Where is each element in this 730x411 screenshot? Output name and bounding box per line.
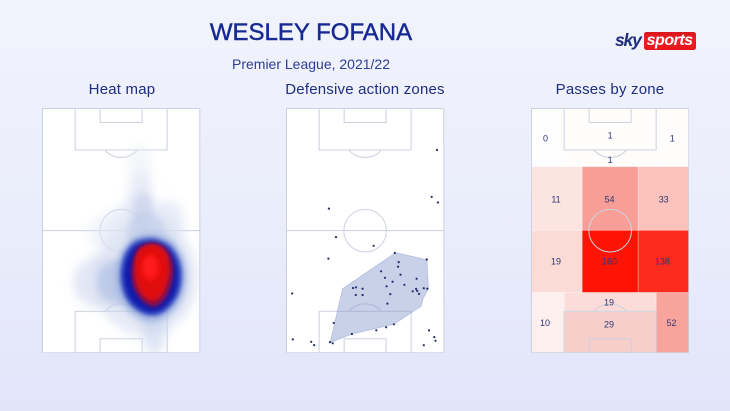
svg-text:1: 1 [669, 133, 674, 143]
svg-text:19: 19 [551, 256, 561, 266]
svg-text:54: 54 [604, 194, 614, 204]
svg-text:11: 11 [551, 194, 560, 204]
svg-text:29: 29 [604, 319, 614, 329]
svg-text:1: 1 [607, 130, 612, 140]
svg-text:33: 33 [658, 194, 668, 204]
svg-text:10: 10 [540, 318, 550, 328]
svg-text:1: 1 [607, 154, 612, 164]
svg-text:0: 0 [543, 133, 548, 143]
svg-text:52: 52 [666, 318, 676, 328]
svg-text:160: 160 [602, 256, 617, 266]
svg-text:138: 138 [655, 256, 670, 266]
svg-text:19: 19 [604, 297, 614, 307]
